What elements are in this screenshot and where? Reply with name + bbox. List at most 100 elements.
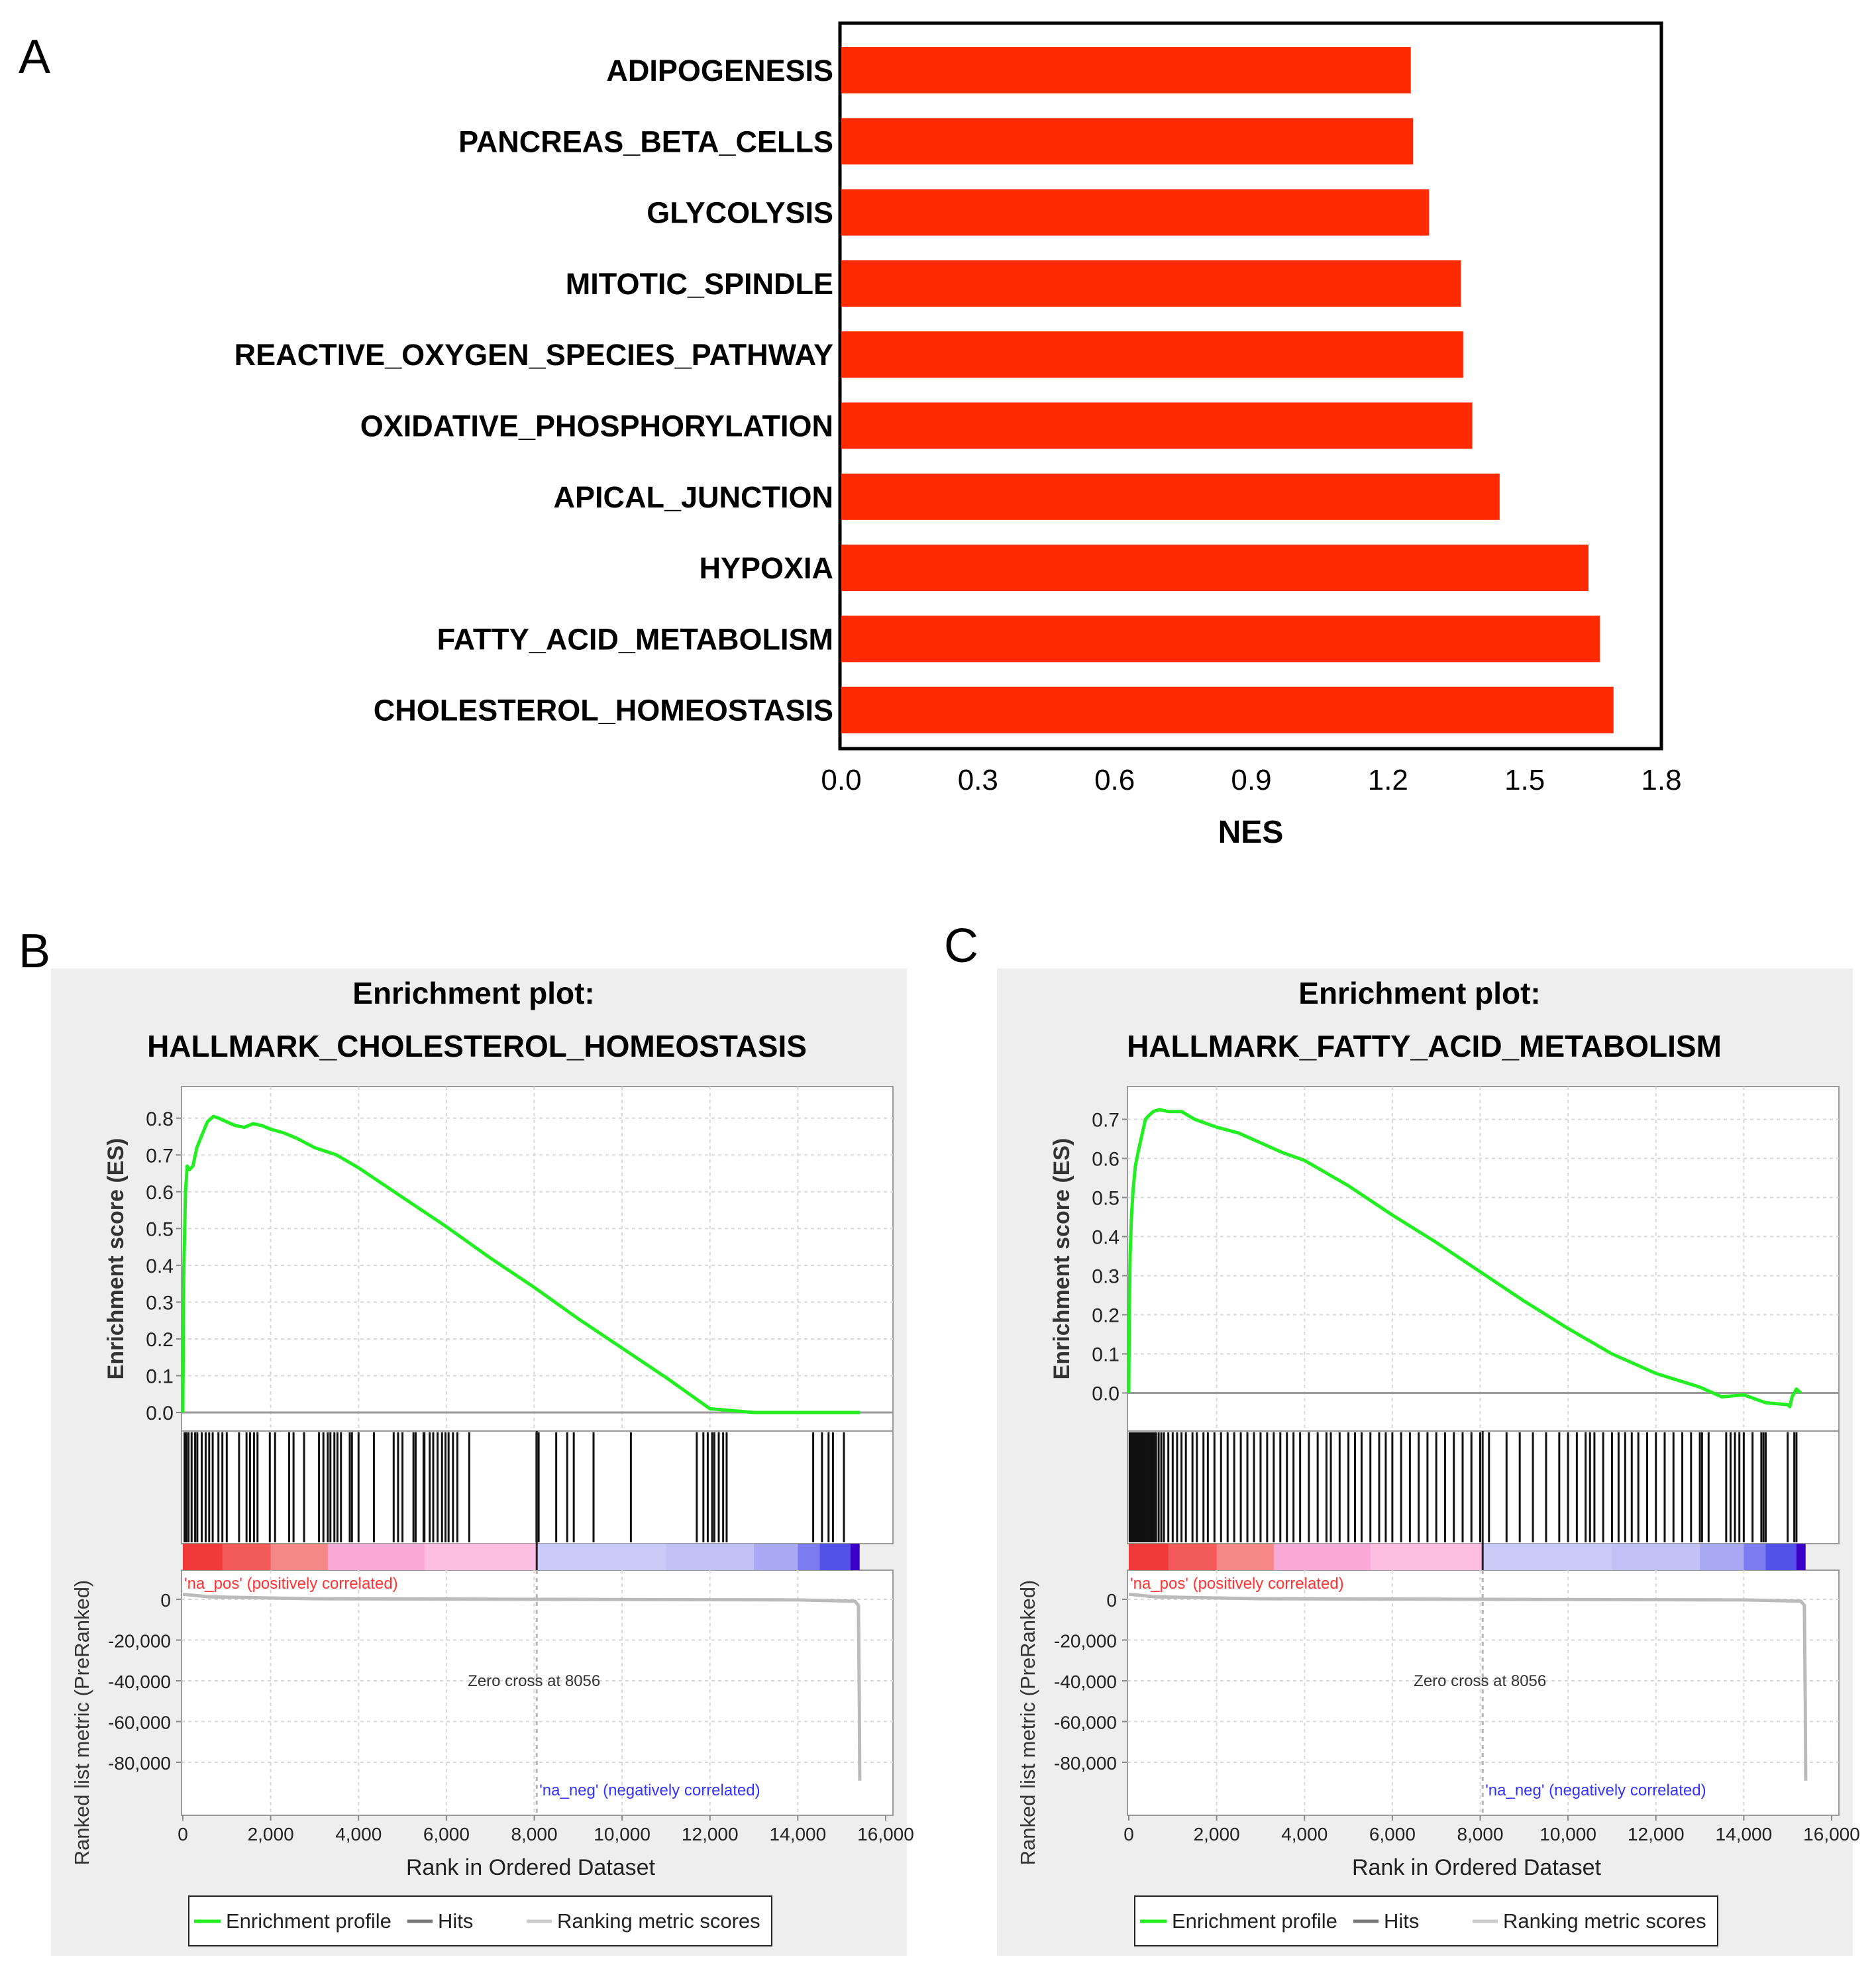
legend-box	[1134, 1895, 1718, 1946]
es-y-tick-label: 0.7	[1092, 1110, 1120, 1132]
metric-y-tick-label: -80,000	[108, 1753, 171, 1774]
ranking-color-segment	[1129, 1544, 1169, 1570]
metric-y-tick-label: -40,000	[108, 1672, 171, 1692]
nes-category-label: APICAL_JUNCTION	[553, 480, 833, 514]
nes-bar	[841, 686, 1614, 733]
nes-bar	[841, 118, 1414, 165]
es-y-tick-label: 0.5	[1092, 1188, 1120, 1210]
x-tick-label: 10,000	[594, 1824, 651, 1844]
x-tick-label: 0	[178, 1824, 188, 1844]
nes-x-tick-label: 1.5	[1504, 764, 1545, 796]
ranking-color-segment	[327, 1544, 425, 1570]
panel-c-title-line1: Enrichment plot:	[1298, 976, 1540, 1010]
x-tick-label: 12,000	[682, 1824, 739, 1844]
x-tick-label: 14,000	[1716, 1824, 1773, 1844]
nes-category-label: ADIPOGENESIS	[606, 54, 833, 87]
es-y-tick-label: 0.4	[146, 1255, 174, 1277]
es-y-tick-label: 0.3	[146, 1292, 174, 1314]
ranking-color-segment	[1273, 1544, 1371, 1570]
ranking-color-segment	[1483, 1544, 1612, 1570]
nes-category-label: FATTY_ACID_METABOLISM	[437, 622, 833, 656]
ranking-metric-line	[182, 1592, 862, 1781]
ranking-color-segment	[222, 1544, 272, 1570]
ranking-color-segment	[270, 1544, 329, 1570]
es-y-tick-label: 0.0	[1092, 1383, 1120, 1405]
ranking-color-segment	[754, 1544, 798, 1570]
ranking-color-segment	[424, 1544, 537, 1570]
metric-y-tick-label: -60,000	[108, 1713, 171, 1733]
pos-correlated-label: 'na_pos' (positively correlated)	[184, 1575, 398, 1593]
nes-bar	[841, 189, 1430, 236]
es-y-tick-label: 0.7	[146, 1145, 174, 1167]
x-tick-label: 6,000	[423, 1824, 470, 1844]
nes-x-tick-label: 0.3	[958, 764, 998, 796]
nes-category-label: HYPOXIA	[699, 551, 833, 585]
es-y-tick-label: 0.4	[1092, 1227, 1120, 1249]
ranking-color-segment	[850, 1544, 860, 1570]
panel-label-c: C	[944, 920, 978, 973]
x-tick-label: 14,000	[770, 1824, 827, 1844]
nes-x-tick-label: 1.2	[1368, 764, 1408, 796]
enrichment-profile-line	[1127, 1108, 1802, 1409]
x-axis-label: Rank in Ordered Dataset	[1352, 1855, 1602, 1880]
metric-y-tick-label: 0	[1106, 1590, 1117, 1611]
x-tick-label: 10,000	[1539, 1824, 1596, 1844]
ranking-color-segment	[1612, 1544, 1700, 1570]
ranking-color-segment	[1796, 1544, 1806, 1570]
es-y-tick-label: 0.2	[1092, 1305, 1120, 1327]
ranking-color-segment	[1216, 1544, 1275, 1570]
nes-category-label: GLYCOLYSIS	[647, 196, 833, 230]
metric-y-tick-label: -40,000	[1054, 1672, 1117, 1692]
ranking-color-segment	[1700, 1544, 1744, 1570]
nes-bar	[841, 47, 1411, 93]
legend-metric-label: Ranking metric scores	[557, 1909, 760, 1933]
es-y-tick-label: 0.6	[1092, 1149, 1120, 1171]
nes-category-label: CHOLESTEROL_HOMEOSTASIS	[374, 694, 833, 727]
x-axis-label: Rank in Ordered Dataset	[406, 1855, 656, 1880]
enrichment-plot-cholesterol: Enrichment plot: HALLMARK_CHOLESTEROL_HO…	[51, 969, 914, 1956]
es-y-tick-label: 0.1	[146, 1365, 174, 1387]
panel-b-title-line2: HALLMARK_CHOLESTEROL_HOMEOSTASIS	[147, 1029, 807, 1063]
x-tick-label: 12,000	[1628, 1824, 1685, 1844]
metric-y-axis-label: Ranked list metric (PreRanked)	[1016, 1580, 1039, 1866]
x-tick-label: 4,000	[1281, 1824, 1328, 1844]
nes-bar	[841, 615, 1600, 663]
es-y-tick-label: 0.3	[1092, 1266, 1120, 1288]
metric-y-axis-label: Ranked list metric (PreRanked)	[70, 1580, 93, 1866]
nes-category-label: OXIDATIVE_PHOSPHORYLATION	[360, 409, 833, 443]
nes-x-tick-label: 0.0	[821, 764, 861, 796]
x-tick-label: 0	[1123, 1824, 1134, 1844]
nes-bar	[841, 545, 1589, 592]
x-tick-label: 8,000	[511, 1824, 557, 1844]
x-tick-label: 2,000	[1194, 1824, 1240, 1844]
legend-enrichment-label: Enrichment profile	[1172, 1909, 1337, 1933]
es-y-axis-label: Enrichment score (ES)	[103, 1138, 129, 1380]
nes-bar	[841, 331, 1463, 378]
es-y-tick-label: 0.6	[146, 1182, 174, 1204]
metric-y-tick-label: -20,000	[1054, 1631, 1117, 1652]
nes-x-tick-label: 0.9	[1231, 764, 1271, 796]
panel-b-title-line1: Enrichment plot:	[352, 976, 594, 1010]
nes-bar-chart: ADIPOGENESIS PANCREAS_BETA_CELLS GLYCOLYSI…	[234, 21, 1682, 850]
es-y-tick-label: 0.5	[146, 1218, 174, 1240]
metric-y-tick-label: -80,000	[1054, 1753, 1117, 1774]
ranking-metric-line	[1128, 1592, 1808, 1781]
x-tick-label: 8,000	[1457, 1824, 1503, 1844]
metric-y-tick-label: 0	[160, 1590, 171, 1611]
nes-category-label: REACTIVE_OXYGEN_SPECIES_PATHWAY	[234, 338, 833, 372]
ranking-color-segment	[183, 1544, 223, 1570]
legend-metric-label: Ranking metric scores	[1503, 1909, 1706, 1933]
zero-cross-label: Zero cross at 8056	[1414, 1672, 1546, 1690]
ranking-color-segment	[537, 1544, 666, 1570]
enrichment-profile-line	[181, 1114, 860, 1414]
panel-c-title-line2: HALLMARK_FATTY_ACID_METABOLISM	[1127, 1029, 1722, 1063]
es-y-axis-label: Enrichment score (ES)	[1049, 1138, 1074, 1380]
legend-enrichment-label: Enrichment profile	[226, 1909, 391, 1933]
panel-label-a: A	[19, 30, 50, 83]
x-tick-label: 16,000	[857, 1824, 914, 1844]
pos-correlated-label: 'na_pos' (positively correlated)	[1130, 1575, 1344, 1593]
legend-hits-label: Hits	[1384, 1909, 1419, 1933]
ranking-color-segment	[819, 1544, 851, 1570]
enrichment-plot-fatty-acid: Enrichment plot: HALLMARK_FATTY_ACID_MET…	[997, 969, 1860, 1956]
neg-correlated-label: 'na_neg' (negatively correlated)	[539, 1782, 760, 1799]
